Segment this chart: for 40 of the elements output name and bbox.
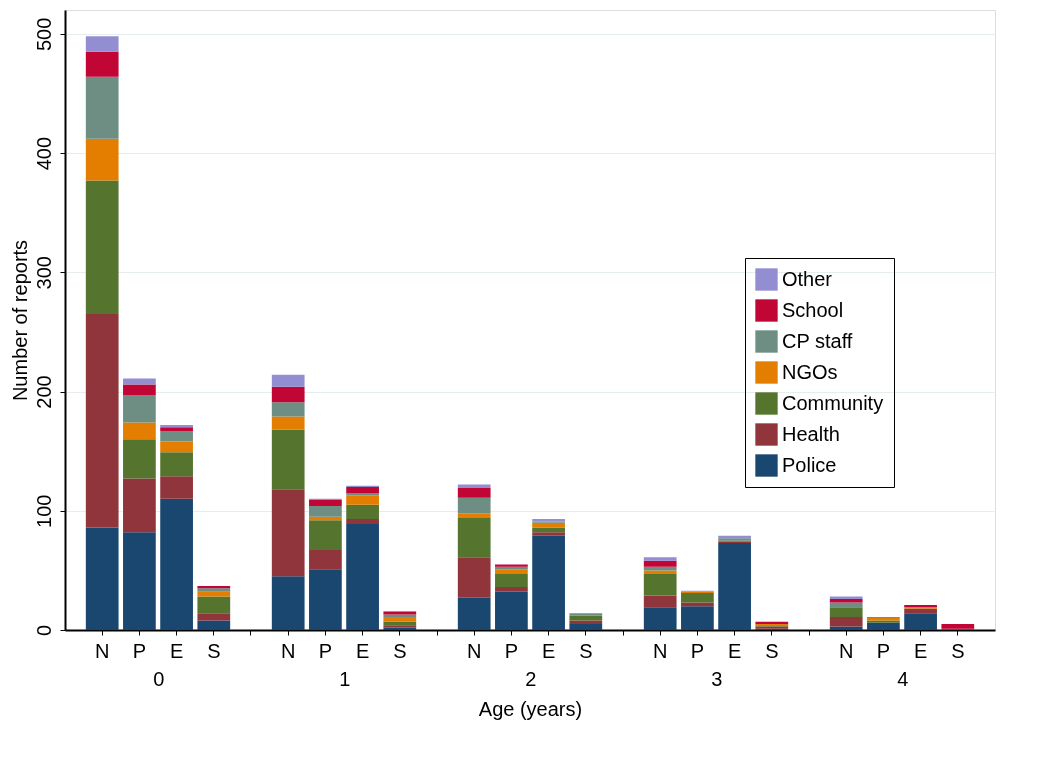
x-tick-label: N <box>280 639 296 662</box>
y-tick-label: 500 <box>32 17 55 52</box>
x-tick-label: E <box>727 639 742 662</box>
legend-label: NGOs <box>782 360 838 383</box>
x-axis-title: Age (years) <box>478 697 583 720</box>
x-tick-label: E <box>355 639 370 662</box>
y-tick-label: 0 <box>32 624 55 637</box>
x-tick-label: S <box>951 639 965 662</box>
x-tick-label: P <box>690 639 705 662</box>
legend-label: Health <box>782 422 840 445</box>
x-tick-label: E <box>541 639 556 662</box>
y-tick-label: 200 <box>32 375 55 409</box>
y-tick-label: 400 <box>32 136 55 171</box>
x-tick-label: P <box>132 639 147 662</box>
text: 2 <box>525 668 537 690</box>
x-tick-label: P <box>876 639 891 662</box>
y-tick-label: 300 <box>32 256 55 290</box>
x-tick-label: S <box>765 639 779 662</box>
text: 3 <box>711 668 723 690</box>
x-tick-label: E <box>169 639 184 662</box>
x-tick-label: P <box>318 639 333 662</box>
x-tick-label: S <box>393 639 407 662</box>
y-axis-title: Number of reports <box>8 239 31 402</box>
legend-label: Community <box>782 391 884 414</box>
text: 0 <box>153 668 165 690</box>
x-tick-label: N <box>838 639 854 662</box>
x-tick-label: N <box>94 639 110 662</box>
text: 1 <box>339 668 351 690</box>
legend-label: Other <box>782 267 833 290</box>
text: 4 <box>897 668 909 690</box>
x-tick-label: N <box>466 639 482 662</box>
x-tick-label: S <box>207 639 221 662</box>
legend-label: Police <box>782 453 837 476</box>
y-tick-label: 100 <box>32 494 55 528</box>
x-tick-label: P <box>504 639 519 662</box>
x-tick-label: N <box>652 639 668 662</box>
legend-label: CP staff <box>782 329 853 352</box>
x-tick-label: E <box>913 639 928 662</box>
legend-label: School <box>782 298 844 321</box>
x-tick-label: S <box>579 639 593 662</box>
